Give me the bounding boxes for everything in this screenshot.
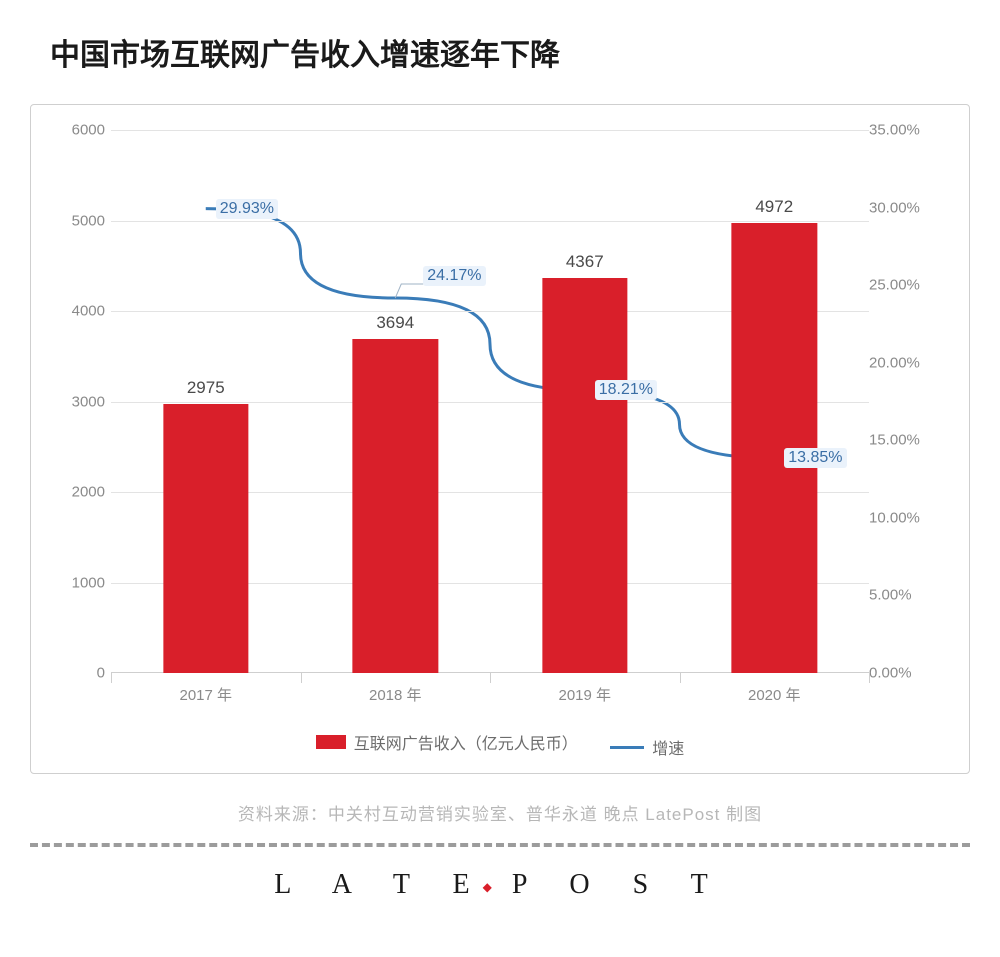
legend-line-swatch <box>610 746 644 749</box>
legend-bar-label: 互联网广告收入（亿元人民币） <box>354 730 578 754</box>
y2-tick-label: 30.00% <box>869 199 937 216</box>
bar-value-label: 3694 <box>376 313 414 333</box>
y2-tick-label: 10.00% <box>869 509 937 526</box>
x-tick <box>301 673 302 683</box>
gridline <box>111 130 869 131</box>
y2-tick-label: 0.00% <box>869 665 937 682</box>
legend-bar-swatch <box>316 735 346 749</box>
bar-value-label: 4972 <box>755 197 793 217</box>
source-attribution: 资料来源：中关村互动营销实验室、普华永道 晚点 LatePost 制图 <box>30 800 970 825</box>
x-tick <box>869 673 870 683</box>
x-category-label: 2020 年 <box>748 676 801 705</box>
y2-tick-label: 15.00% <box>869 432 937 449</box>
bar-value-label: 2975 <box>187 378 225 398</box>
line-value-label: 29.93% <box>216 199 278 219</box>
y2-tick-label: 25.00% <box>869 277 937 294</box>
gridline <box>111 221 869 222</box>
growth-line <box>206 209 775 458</box>
y2-tick-label: 35.00% <box>869 122 937 139</box>
bar: 4367 <box>542 278 627 673</box>
y1-tick-label: 5000 <box>61 212 105 229</box>
legend-item-line: 增速 <box>610 735 684 759</box>
y1-tick-label: 2000 <box>61 484 105 501</box>
line-value-label: 13.85% <box>784 448 846 468</box>
plot-area: 01000200030004000500060000.00%5.00%10.00… <box>111 130 869 673</box>
chart-title: 中国市场互联网广告收入增速逐年下降 <box>30 30 970 74</box>
legend-item-bar: 互联网广告收入（亿元人民币） <box>316 730 578 754</box>
x-tick <box>680 673 681 683</box>
x-category-label: 2019 年 <box>558 676 611 705</box>
y1-tick-label: 6000 <box>61 122 105 139</box>
line-value-label: 24.17% <box>423 266 485 286</box>
bar-value-label: 4367 <box>566 252 604 272</box>
brand-logo: L A T E◆ P O S T <box>30 869 970 901</box>
y1-tick-label: 0 <box>61 665 105 682</box>
y1-tick-label: 4000 <box>61 303 105 320</box>
y1-tick-label: 1000 <box>61 574 105 591</box>
line-value-label: 18.21% <box>595 380 657 400</box>
bar: 2975 <box>163 404 248 673</box>
bar: 3694 <box>353 339 438 673</box>
legend-line-label: 增速 <box>652 735 684 759</box>
x-tick <box>490 673 491 683</box>
y2-tick-label: 20.00% <box>869 354 937 371</box>
y2-tick-label: 5.00% <box>869 587 937 604</box>
x-category-label: 2018 年 <box>369 676 422 705</box>
divider <box>30 843 970 847</box>
legend: 互联网广告收入（亿元人民币） 增速 <box>31 730 969 760</box>
x-category-label: 2017 年 <box>179 676 232 705</box>
x-tick <box>111 673 112 683</box>
chart-frame: 0 1000 2000 3000 4000 5000 6000 0.00% 5.00% 10.00… <box>30 104 970 774</box>
y1-tick-label: 3000 <box>61 393 105 410</box>
